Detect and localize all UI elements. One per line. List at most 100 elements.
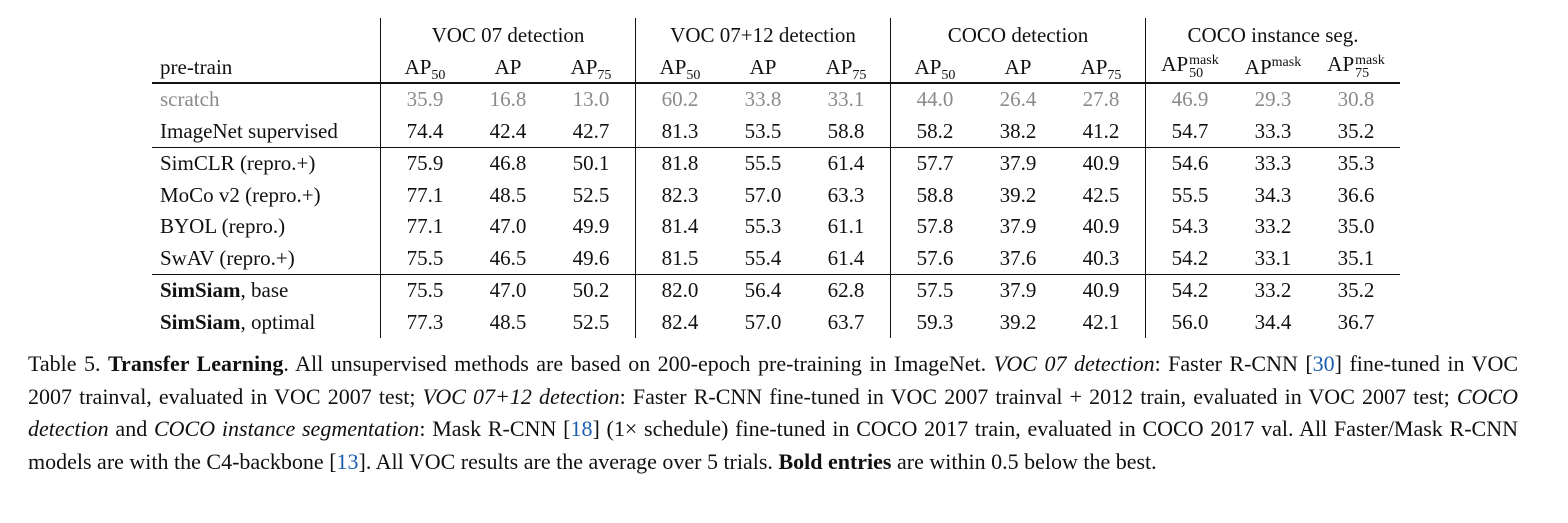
caption-text: ] (1× schedule) fine-tuned in COCO 2017 … — [28, 416, 1518, 474]
metric-value: 81.5 — [635, 242, 724, 275]
metric-value: 49.9 — [572, 214, 610, 239]
metric-ap75: AP75 — [825, 54, 867, 83]
metric-value: 82.0 — [635, 274, 724, 307]
metric-value: 33.1 — [1254, 245, 1292, 270]
metric-value: 33.8 — [724, 82, 802, 116]
pretrain-header: pre-train — [160, 54, 233, 79]
metric-value: 40.3 — [1082, 245, 1120, 270]
metric-ap50: AP50 — [380, 52, 469, 83]
metric-value: 33.1 — [802, 82, 891, 116]
metric-value: 77.3 — [380, 306, 469, 338]
metric-value: 38.2 — [999, 118, 1037, 143]
table-caption: Table 5. Transfer Learning. All unsuperv… — [28, 348, 1518, 478]
metric-value: 47.0 — [469, 274, 547, 307]
metric-value: 56.4 — [724, 274, 802, 307]
metric-value: 61.4 — [827, 245, 865, 270]
metric-value: 50.2 — [547, 274, 636, 307]
metric-value: 42.7 — [572, 118, 610, 143]
metric-value: 57.5 — [890, 274, 979, 307]
metric-ap: AP — [749, 54, 777, 79]
method-name: SwAV (repro.+) — [160, 245, 295, 270]
table-row: MoCo v2 (repro.+) 77.1 48.5 52.5 82.3 57.0 63.… — [152, 179, 1400, 211]
metric-value: 46.9 — [1145, 82, 1234, 116]
metric-value: 42.4 — [489, 118, 527, 143]
metric-value: 81.8 — [635, 147, 724, 180]
metric-value: 41.2 — [1082, 118, 1120, 143]
table-row: SwAV (repro.+) 75.5 46.5 49.6 81.5 55.4 61.4 57… — [152, 242, 1400, 275]
metric-value: 54.3 — [1145, 211, 1234, 243]
metric-ap: AP — [1004, 54, 1032, 79]
metric-ap-mask: APmask — [1244, 54, 1302, 79]
method-name: BYOL (repro.) — [160, 214, 286, 239]
metric-value: 61.1 — [827, 214, 865, 239]
method-name: MoCo v2 (repro.+) — [160, 182, 321, 207]
citation-link[interactable]: 18 — [570, 416, 593, 442]
metric-value: 48.5 — [489, 309, 527, 334]
metric-value: 40.9 — [1057, 274, 1146, 307]
metric-value: 33.2 — [1234, 274, 1312, 307]
metric-value: 77.1 — [380, 179, 469, 211]
metric-value: 35.1 — [1337, 245, 1375, 270]
metric-value: 40.9 — [1082, 214, 1120, 239]
metric-value: 37.6 — [999, 245, 1037, 270]
metric-value: 57.7 — [890, 147, 979, 180]
metric-value: 40.9 — [1057, 147, 1146, 180]
metric-header-row: pre-train AP50 AP AP75 AP50 AP AP75 AP50… — [152, 52, 1400, 83]
group-header-voc07: VOC 07 detection — [380, 18, 636, 52]
group-header-voc0712: VOC 07+12 detection — [635, 18, 891, 52]
metric-value: 58.8 — [890, 179, 979, 211]
metric-value: 36.6 — [1337, 182, 1375, 207]
metric-value: 61.4 — [802, 147, 891, 180]
metric-value: 54.6 — [1145, 147, 1234, 180]
citation-link[interactable]: 30 — [1312, 351, 1335, 376]
metric-value: 57.8 — [890, 211, 979, 243]
metric-value: 35.0 — [1337, 214, 1375, 239]
metric-ap75-mask: AP mask 75 — [1327, 52, 1385, 81]
metric-value: 77.1 — [380, 211, 469, 243]
metric-value: 58.8 — [827, 118, 865, 143]
metric-value: 39.2 — [999, 309, 1037, 334]
group-header-coco-det: COCO detection — [890, 18, 1146, 52]
caption-text: and — [108, 416, 154, 442]
metric-ap75: AP75 — [1080, 54, 1122, 83]
metric-value: 74.4 — [380, 115, 469, 148]
metric-value: 53.5 — [744, 118, 782, 143]
caption-text: : Mask R-CNN [ — [419, 416, 571, 442]
metric-value: 62.8 — [802, 274, 891, 307]
metric-value: 63.7 — [827, 309, 865, 334]
metric-value: 57.0 — [744, 182, 782, 207]
metric-value: 16.8 — [469, 82, 547, 116]
table-body: scratch 35.9 16.8 13.0 60.2 33.8 33.1 44.0 26.4 2… — [152, 82, 1400, 338]
blank-header-cell — [152, 18, 381, 52]
method-name: SimCLR (repro.+) — [152, 147, 381, 180]
transfer-results-table: VOC 07 detection VOC 07+12 detection COC… — [152, 18, 1400, 338]
group-header-row: VOC 07 detection VOC 07+12 detection COC… — [152, 18, 1400, 52]
metric-value: 59.3 — [890, 306, 979, 338]
metric-value: 48.5 — [489, 182, 527, 207]
metric-value: 46.8 — [469, 147, 547, 180]
table-row: SimSiam, optimal 77.3 48.5 52.5 82.4 57.0 63.7… — [152, 306, 1400, 338]
table-row: ImageNet supervised 74.4 42.4 42.7 81.3 53.5 5… — [152, 115, 1400, 148]
metric-value: 42.5 — [1082, 182, 1120, 207]
metric-ap75: AP75 — [570, 54, 612, 83]
metric-value: 35.9 — [380, 82, 469, 116]
method-name: SimSiam, base — [152, 274, 381, 307]
metric-value: 50.1 — [547, 147, 636, 180]
method-name: SimSiam, optimal — [160, 309, 316, 334]
metric-value: 33.2 — [1254, 214, 1292, 239]
group-header-coco-seg: COCO instance seg. — [1145, 18, 1400, 52]
table-row: scratch 35.9 16.8 13.0 60.2 33.8 33.1 44.0 26.4 2… — [152, 82, 1400, 116]
metric-value: 35.2 — [1312, 274, 1400, 307]
caption-text: : Faster R-CNN fine-tuned in VOC 2007 tr… — [619, 383, 1457, 409]
method-name: ImageNet supervised — [160, 118, 338, 143]
metric-value: 55.5 — [724, 147, 802, 180]
metric-ap50-mask: AP mask 50 — [1145, 52, 1234, 83]
metric-value: 54.2 — [1145, 242, 1234, 275]
caption-label: Table 5. — [28, 351, 101, 376]
caption-text: : Faster R-CNN [ — [1154, 351, 1313, 376]
metric-value: 30.8 — [1312, 82, 1400, 116]
metric-value: 82.4 — [635, 306, 724, 338]
citation-link[interactable]: 13 — [336, 448, 359, 474]
metric-ap50: AP50 — [635, 52, 724, 83]
